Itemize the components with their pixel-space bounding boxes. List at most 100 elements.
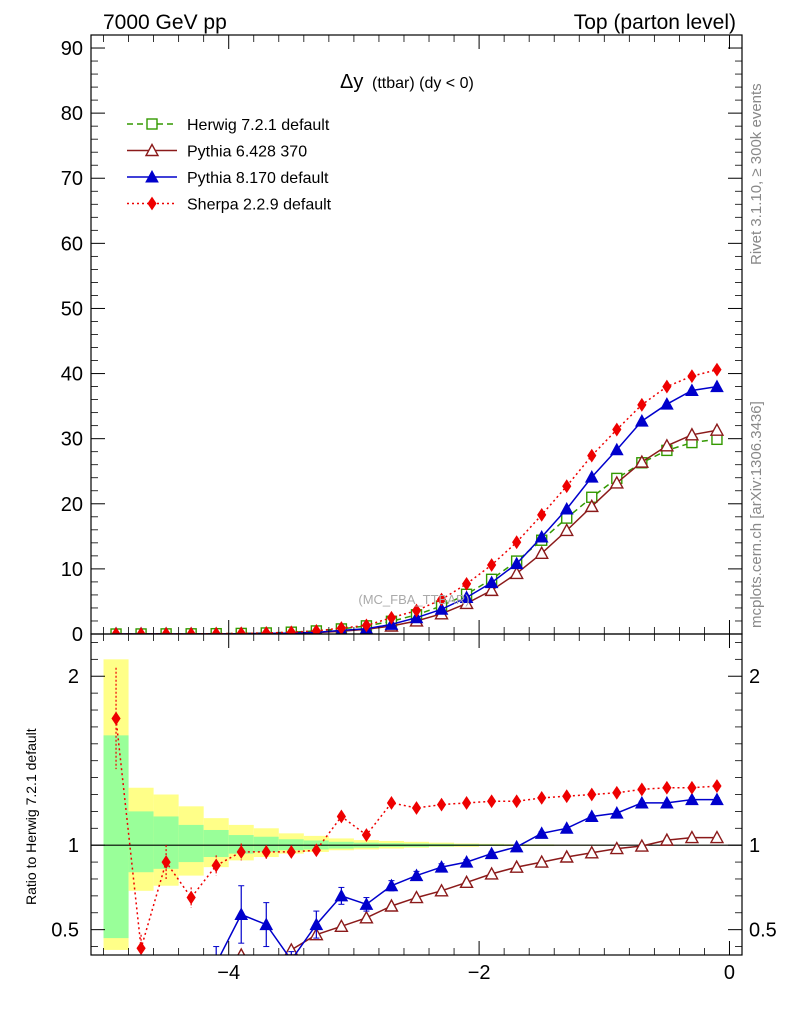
ratio-pythia6-point [584,845,599,859]
pythia8-point [609,442,624,456]
sherpa-point [712,362,722,377]
pythia6-point [584,498,599,513]
ratio-pythia8-point [459,855,474,868]
main-ytick-label: 0 [72,624,83,646]
sherpa-point [236,626,246,634]
ratio-pythia6-point [384,898,399,912]
ratio-sherpa-point [461,796,472,810]
sherpa-point [136,627,146,634]
ratio-pythia8-point [409,868,424,882]
ratio-pythia6-point [434,883,449,897]
main-ytick-label: 60 [61,233,83,255]
ratio-sherpa-point [161,855,171,869]
ratio-sherpa-point [436,797,447,812]
ratio-xtick-label: 0 [724,962,735,984]
main-ytick-label: 40 [61,364,83,386]
pythia6-point [509,565,524,580]
ratio-sherpa-point [487,794,497,809]
ratio-sherpa-point [537,790,547,805]
main-ytick-label: 50 [61,298,83,320]
band-inner-bin [253,836,279,852]
legend-pythia6-label: Pythia 6.428 370 [187,144,307,161]
ratio-pythia8-point [534,826,549,839]
pythia8-point [584,470,599,483]
ratio-ytick-label-right: 1 [749,835,760,857]
sherpa-point [411,603,422,618]
pythia8-point [710,379,724,393]
ratio-frame [90,633,743,956]
sherpa-point [637,397,647,412]
legend-herwig-label: Herwig 7.2.1 default [187,117,330,134]
pythia6-point [659,438,675,452]
ratio-pythia6-point [334,918,349,932]
ratio-sherpa-point [261,845,271,859]
ratio-panel: 0.5 0.5 1 1 2 2 −4 −2 0 [51,633,777,984]
sherpa-point [537,507,547,522]
pythia6-point [484,582,499,597]
ratio-pythia8-point [710,792,724,806]
ratio-sherpa-point [637,782,647,797]
ratio-xtick-label: −4 [217,962,240,984]
ratio-pythia6-point [359,910,374,924]
ratio-sherpa-point [512,794,522,809]
sherpa-point [361,618,372,633]
pythia8-point [559,501,574,515]
header-left: 7000 GeV pp [103,11,227,34]
ratio-ytick-label: 2 [68,666,79,688]
pythia8-point [660,397,674,410]
sherpa-point [587,448,597,463]
ratio-sherpa-point [236,845,246,859]
watermark: (MC_FBA_TTBAR) [358,592,469,607]
legend-sherpa-marker [147,196,157,211]
ratio-sherpa-point [186,890,196,905]
ratio-pythia8-point [660,795,674,809]
ratio-pythia8-point [309,917,324,931]
legend-pythia8-label: Pythia 8.170 default [187,170,329,187]
main-panel: (MC_FBA_TTBAR) Δy (ttbar) (dy < 0) Herwi… [61,34,743,646]
band-inner-bin [203,829,229,858]
pythia8-point [509,556,524,570]
pythia6-point [609,475,624,489]
ratio-sherpa-point [562,789,572,804]
ratio-ytick-label: 0.5 [51,920,79,942]
sherpa-point [612,422,622,437]
ratio-pythia6-line [290,836,717,951]
ratio-ytick-label-right: 0.5 [749,920,777,942]
ratio-ytick-label-right: 2 [749,666,760,688]
pythia6-point [684,427,700,441]
ratio-sherpa-point [311,843,321,858]
ratio-pythia8-point [635,795,649,809]
main-ytick-label: 20 [61,494,83,516]
ratio-pythia8-point [685,792,699,806]
sherpa-point [461,576,472,591]
ratio-pythia6-point [684,830,700,844]
pythia6-point [534,545,549,559]
sherpa-point [261,626,271,634]
ratio-ytick-label: 1 [68,835,79,857]
ratio-ylabel: Ratio to Herwig 7.2.1 default [23,728,39,905]
ratio-pythia8-point [609,806,624,819]
sherpa-point [662,379,672,394]
main-series-layer [110,362,725,634]
ratio-sherpa-point [211,858,221,873]
ratio-pythia6-point [709,830,725,844]
sherpa-point [311,624,321,634]
legend-sherpa-label: Sherpa 2.2.9 default [187,197,332,214]
ratio-sherpa-point [136,941,146,955]
ratio-pythia6-point [559,849,574,863]
ratio-pythia8-point [584,809,599,822]
ratio-pythia8-point [334,888,349,902]
ratio-sherpa-point [411,801,422,815]
ratio-sherpa-point [662,780,672,795]
pythia8-point [459,590,474,604]
herwig-point [561,512,573,524]
pythia8-point [534,529,549,543]
sherpa-point [386,610,397,625]
ratio-series-layer [111,667,725,955]
legend: Herwig 7.2.1 default Pythia 6.428 370 Pyth… [127,117,332,214]
sherpa-point [211,626,221,634]
ratio-pythia8-point [509,839,524,853]
ratio-pythia6-point [509,859,524,873]
pythia6-point [709,422,725,436]
pythia8-point [434,602,449,615]
